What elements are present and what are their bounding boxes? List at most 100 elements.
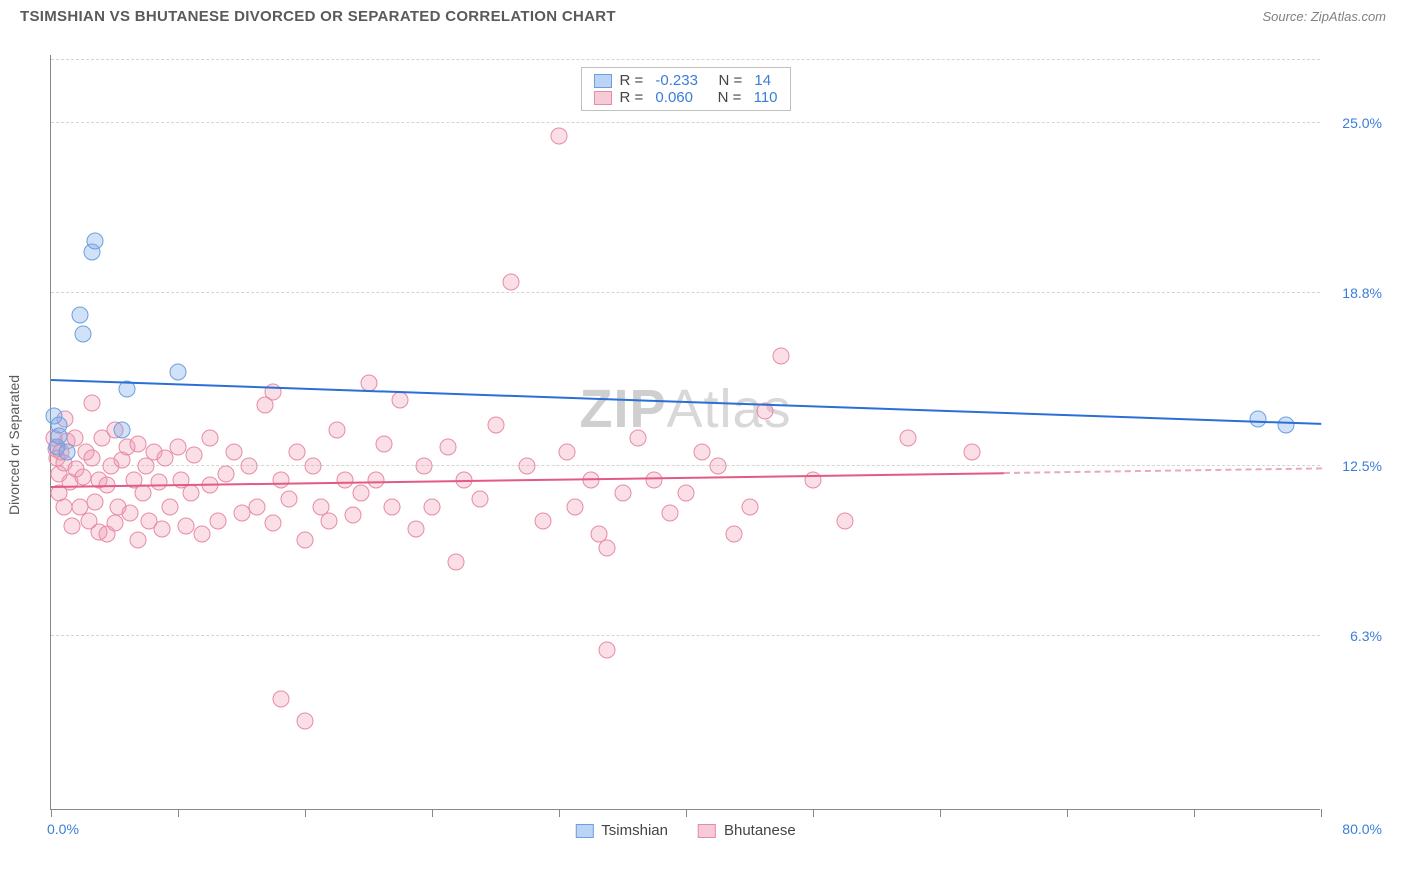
scatter-point bbox=[1278, 416, 1295, 433]
scatter-point bbox=[519, 457, 536, 474]
series-legend: Tsimshian Bhutanese bbox=[575, 822, 795, 839]
scatter-point bbox=[114, 422, 131, 439]
legend-label: Tsimshian bbox=[601, 822, 668, 839]
swatch-icon bbox=[698, 824, 716, 838]
watermark-bold: ZIP bbox=[579, 379, 666, 439]
stat-r-key: R = bbox=[619, 72, 647, 89]
scatter-point bbox=[50, 427, 67, 444]
y-axis-label: Divorced or Separated bbox=[6, 375, 22, 515]
scatter-point bbox=[725, 526, 742, 543]
scatter-point bbox=[201, 430, 218, 447]
scatter-point bbox=[598, 540, 615, 557]
stat-n-val: 110 bbox=[754, 89, 778, 106]
scatter-point bbox=[71, 306, 88, 323]
scatter-point bbox=[416, 457, 433, 474]
trend-line bbox=[51, 472, 1004, 488]
scatter-point bbox=[535, 512, 552, 529]
chart-container: Divorced or Separated ZIPAtlas R = -0.23… bbox=[20, 45, 1386, 845]
x-axis-max-label: 80.0% bbox=[1342, 821, 1382, 837]
scatter-point bbox=[368, 471, 385, 488]
y-tick-label: 12.5% bbox=[1326, 458, 1382, 474]
scatter-point bbox=[185, 446, 202, 463]
scatter-point bbox=[900, 430, 917, 447]
scatter-point bbox=[384, 499, 401, 516]
scatter-point bbox=[209, 512, 226, 529]
gridline bbox=[51, 59, 1320, 60]
scatter-point bbox=[150, 474, 167, 491]
scatter-point bbox=[328, 422, 345, 439]
scatter-point bbox=[217, 466, 234, 483]
scatter-point bbox=[503, 273, 520, 290]
scatter-point bbox=[58, 444, 75, 461]
stat-n-val: 14 bbox=[754, 72, 771, 89]
x-tick bbox=[940, 809, 941, 817]
scatter-point bbox=[836, 512, 853, 529]
scatter-point bbox=[320, 512, 337, 529]
scatter-point bbox=[614, 485, 631, 502]
scatter-point bbox=[304, 457, 321, 474]
scatter-point bbox=[646, 471, 663, 488]
scatter-point bbox=[289, 444, 306, 461]
y-tick-label: 18.8% bbox=[1326, 285, 1382, 301]
trend-line-ext bbox=[1003, 467, 1321, 474]
scatter-point bbox=[376, 435, 393, 452]
x-tick bbox=[432, 809, 433, 817]
scatter-point bbox=[408, 520, 425, 537]
stats-row: R = -0.233 N = 14 bbox=[593, 72, 777, 89]
scatter-point bbox=[154, 520, 171, 537]
scatter-point bbox=[963, 444, 980, 461]
chart-header: TSIMSHIAN VS BHUTANESE DIVORCED OR SEPAR… bbox=[0, 0, 1406, 29]
scatter-point bbox=[344, 507, 361, 524]
scatter-point bbox=[122, 504, 139, 521]
scatter-point bbox=[241, 457, 258, 474]
scatter-point bbox=[392, 391, 409, 408]
scatter-point bbox=[182, 485, 199, 502]
plot-area: ZIPAtlas R = -0.233 N = 14 R = 0.060 N =… bbox=[50, 55, 1320, 810]
scatter-point bbox=[439, 438, 456, 455]
x-tick bbox=[813, 809, 814, 817]
trend-line bbox=[51, 379, 1321, 425]
x-tick bbox=[178, 809, 179, 817]
scatter-point bbox=[193, 526, 210, 543]
scatter-point bbox=[693, 444, 710, 461]
y-tick-label: 6.3% bbox=[1326, 628, 1382, 644]
scatter-point bbox=[135, 485, 152, 502]
x-tick bbox=[1067, 809, 1068, 817]
stat-n-key: N = bbox=[701, 89, 746, 106]
scatter-point bbox=[87, 493, 104, 510]
scatter-point bbox=[74, 326, 91, 343]
scatter-point bbox=[566, 499, 583, 516]
scatter-point bbox=[281, 490, 298, 507]
scatter-point bbox=[805, 471, 822, 488]
scatter-point bbox=[273, 471, 290, 488]
scatter-point bbox=[170, 364, 187, 381]
gridline bbox=[51, 635, 1320, 636]
scatter-point bbox=[1249, 411, 1266, 428]
scatter-point bbox=[84, 394, 101, 411]
x-tick bbox=[559, 809, 560, 817]
scatter-point bbox=[662, 504, 679, 521]
scatter-point bbox=[225, 444, 242, 461]
scatter-point bbox=[249, 499, 266, 516]
scatter-point bbox=[273, 691, 290, 708]
scatter-point bbox=[424, 499, 441, 516]
scatter-point bbox=[170, 438, 187, 455]
source-label: Source: ZipAtlas.com bbox=[1262, 9, 1386, 24]
x-tick bbox=[1321, 809, 1322, 817]
swatch-icon bbox=[575, 824, 593, 838]
scatter-point bbox=[177, 518, 194, 535]
swatch-icon bbox=[593, 74, 611, 88]
scatter-point bbox=[74, 468, 91, 485]
scatter-point bbox=[471, 490, 488, 507]
stat-r-val: 0.060 bbox=[655, 89, 693, 106]
gridline bbox=[51, 292, 1320, 293]
legend-label: Bhutanese bbox=[724, 822, 796, 839]
scatter-point bbox=[55, 499, 72, 516]
scatter-point bbox=[773, 348, 790, 365]
scatter-point bbox=[447, 553, 464, 570]
scatter-point bbox=[265, 515, 282, 532]
swatch-icon bbox=[593, 91, 611, 105]
scatter-point bbox=[598, 641, 615, 658]
x-axis-min-label: 0.0% bbox=[47, 821, 79, 837]
scatter-point bbox=[297, 531, 314, 548]
